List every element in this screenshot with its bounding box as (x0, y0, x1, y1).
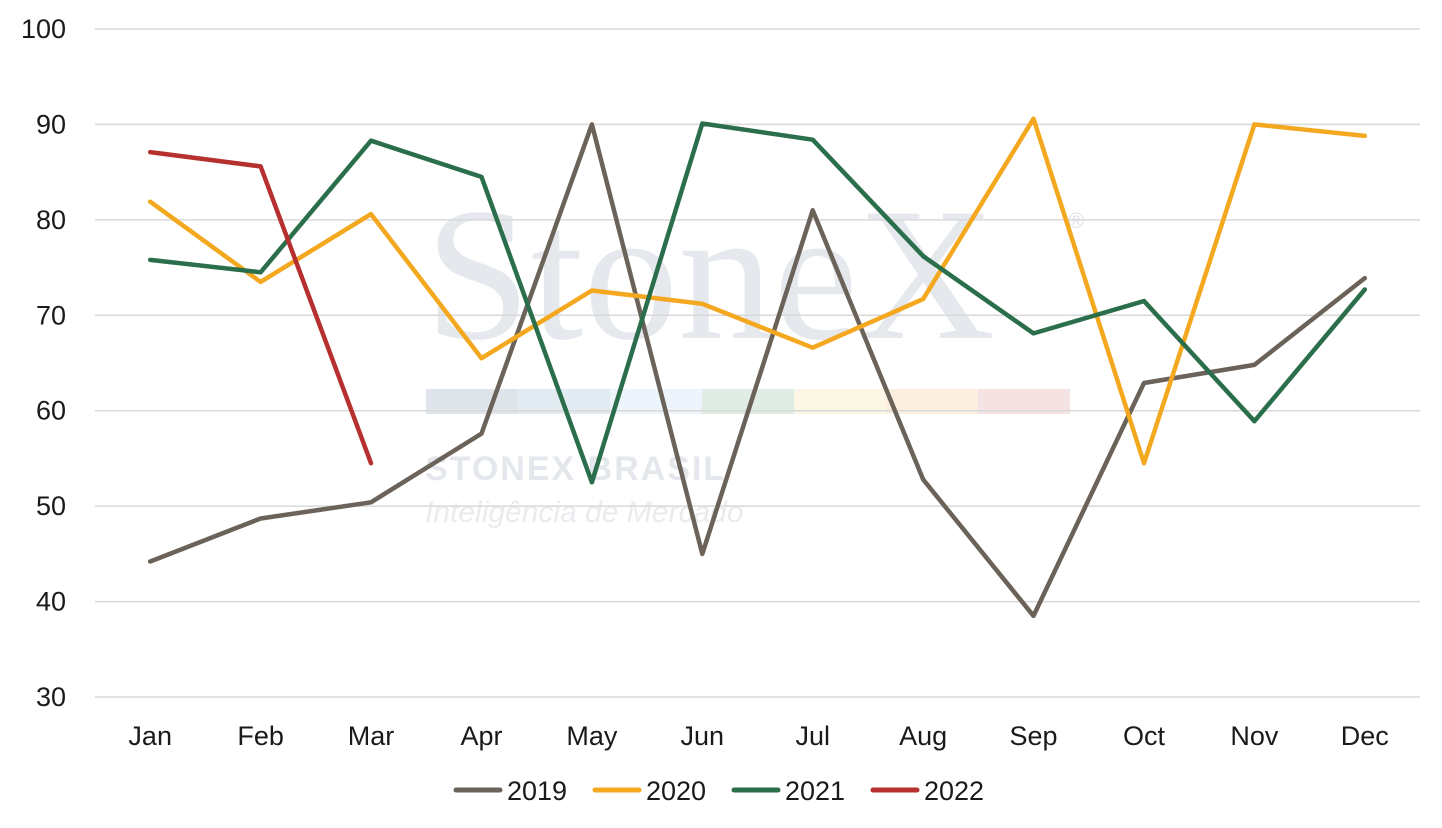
x-tick-label: Aug (899, 721, 947, 751)
y-tick-label: 50 (36, 491, 66, 521)
y-tick-label: 90 (36, 109, 66, 139)
legend-label: 2019 (507, 776, 567, 806)
series-lines (147, 116, 1368, 619)
x-tick-label: Jan (128, 721, 172, 751)
stonex-watermark: StoneX ® STONEX BRASIL Inteligência de M… (425, 170, 1084, 529)
x-tick-label: May (566, 721, 618, 751)
x-tick-label: Jul (795, 721, 830, 751)
legend: 2019 2020 2021 2022 (453, 776, 984, 806)
watermark-stripe-segment (794, 389, 886, 414)
y-tick-label: 80 (36, 205, 66, 235)
watermark-stripe-segment (426, 389, 518, 414)
x-tick-label: Mar (348, 721, 395, 751)
y-tick-label: 70 (36, 300, 66, 330)
legend-item-2019: 2019 (453, 776, 567, 806)
x-axis-ticks: Jan Feb Mar Apr May Jun Jul Aug Sep Oct Nov Dec (128, 721, 1388, 751)
x-tick-label: Sep (1010, 721, 1058, 751)
y-tick-label: 100 (21, 14, 66, 44)
legend-item-2020: 2020 (592, 776, 706, 806)
watermark-stripe-segment (610, 389, 702, 414)
series-line-2020 (147, 116, 1368, 466)
watermark-stripe-segment (886, 389, 978, 414)
gridlines (95, 28, 1420, 698)
watermark-logo: StoneX (425, 170, 995, 380)
legend-item-2022: 2022 (870, 776, 984, 806)
x-tick-label: Nov (1230, 721, 1279, 751)
x-tick-label: Apr (460, 721, 502, 751)
x-tick-label: Dec (1341, 721, 1389, 751)
x-tick-label: Oct (1123, 721, 1166, 751)
y-tick-label: 30 (36, 682, 66, 712)
legend-item-2021: 2021 (731, 776, 845, 806)
x-tick-label: Jun (681, 721, 725, 751)
legend-label: 2020 (646, 776, 706, 806)
x-tick-label: Feb (237, 721, 284, 751)
series-line-2019 (147, 122, 1368, 619)
legend-label: 2021 (785, 776, 845, 806)
legend-label: 2022 (924, 776, 984, 806)
y-tick-label: 40 (36, 587, 66, 617)
watermark-stripe-segment (978, 389, 1070, 414)
watermark-company: STONEX BRASIL (425, 450, 726, 488)
watermark-color-stripe (426, 389, 1070, 414)
series-line-2021 (147, 121, 1368, 485)
y-tick-label: 60 (36, 396, 66, 426)
y-axis-ticks: 30 40 50 60 70 80 90 100 (21, 14, 66, 712)
series-line-2022 (147, 149, 374, 466)
